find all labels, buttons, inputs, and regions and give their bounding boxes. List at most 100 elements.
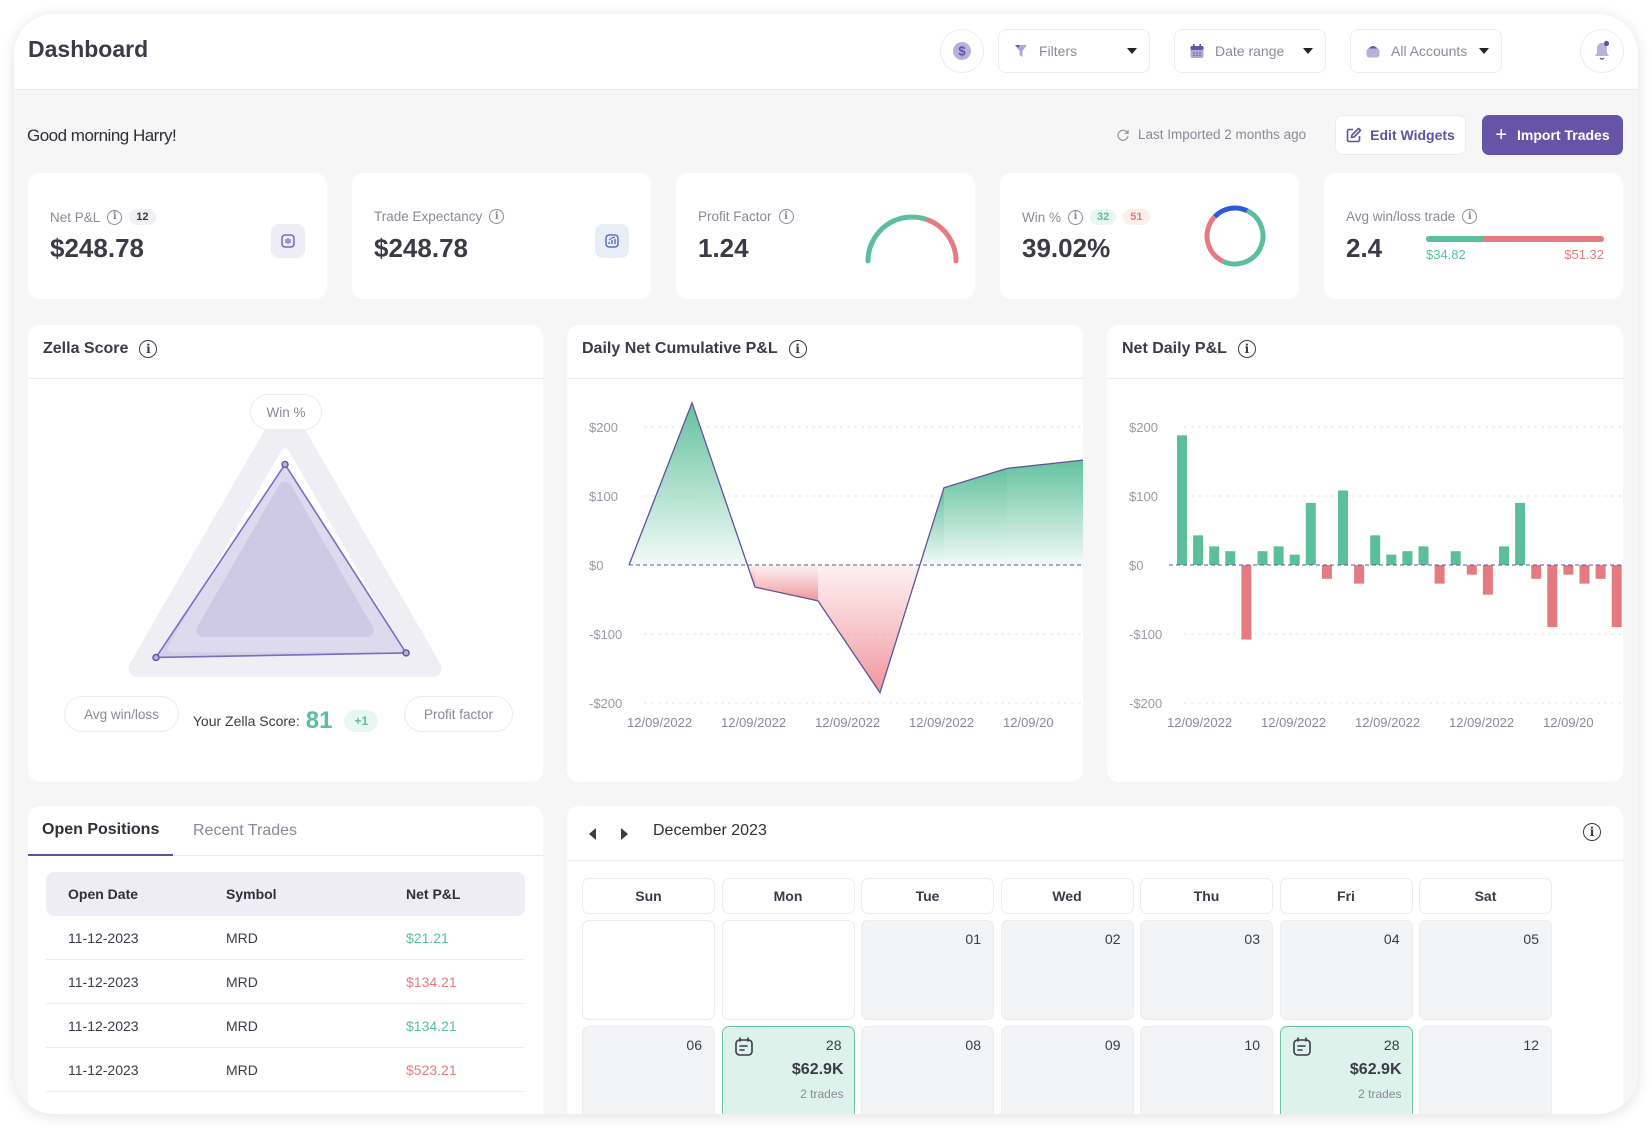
zella-score-delta: +1 xyxy=(344,710,379,732)
notifications-button[interactable] xyxy=(1580,29,1624,73)
import-trades-button[interactable]: + Import Trades xyxy=(1482,115,1623,155)
calendar-day[interactable]: 10 xyxy=(1140,1026,1273,1114)
journal-note-icon[interactable] xyxy=(733,1036,755,1058)
day-trade-count: 2 trades xyxy=(1358,1087,1402,1101)
y-tick-label: -$200 xyxy=(1129,696,1162,711)
table-header: Open Date Symbol Net P&L xyxy=(46,872,525,916)
bar xyxy=(1579,565,1590,584)
wins-badge: 32 xyxy=(1090,209,1117,225)
x-tick-label: 12/09/2022 xyxy=(1355,715,1420,730)
trade-expectancy-icon-button[interactable] xyxy=(595,224,629,258)
table-row[interactable]: 11-12-2023 MRD $21.21 xyxy=(46,916,525,960)
date-range-dropdown[interactable]: Date range xyxy=(1174,29,1326,73)
info-icon[interactable]: i xyxy=(139,340,158,358)
net-pnl-icon-button[interactable] xyxy=(271,224,305,258)
page-title: Dashboard xyxy=(28,36,149,62)
import-trades-label: Import Trades xyxy=(1517,127,1610,143)
day-number: 02 xyxy=(1104,931,1121,947)
calendar-day[interactable]: 08 xyxy=(861,1026,994,1114)
calendar-day[interactable]: 03 xyxy=(1140,920,1273,1020)
open-date-cell: 11-12-2023 xyxy=(68,929,139,946)
avg-loss-amount: $51.32 xyxy=(1564,247,1604,262)
weekday-header: Thu xyxy=(1140,878,1273,914)
open-date-cell: 11-12-2023 xyxy=(68,1061,139,1078)
info-icon[interactable]: i xyxy=(489,209,505,224)
open-date-cell: 11-12-2023 xyxy=(68,1017,139,1034)
bar xyxy=(1193,535,1204,565)
info-icon[interactable]: i xyxy=(1068,209,1084,225)
area-positive xyxy=(944,468,1007,565)
calendar-day[interactable]: 06 xyxy=(582,1026,715,1114)
calendar-day[interactable]: 28 $62.9K 2 trades xyxy=(721,1026,855,1114)
radar-axis-label: Win % xyxy=(250,394,322,430)
bar xyxy=(1434,565,1445,584)
edit-widgets-label: Edit Widgets xyxy=(1370,127,1455,143)
x-tick-label: 12/09/2022 xyxy=(1261,715,1326,730)
column-header[interactable]: Open Date xyxy=(68,886,139,902)
day-number: 09 xyxy=(1104,1037,1121,1053)
bar xyxy=(1563,565,1574,575)
y-tick-label: $100 xyxy=(1129,489,1158,504)
previous-month-icon[interactable] xyxy=(589,828,596,840)
last-imported-status: Last Imported 2 months ago xyxy=(1116,127,1306,142)
calendar-day[interactable]: 02 xyxy=(1000,920,1134,1020)
info-icon[interactable]: i xyxy=(1583,823,1601,841)
info-icon[interactable]: i xyxy=(1462,209,1478,224)
x-tick-label: 12/09/20 xyxy=(1543,715,1594,730)
bar xyxy=(1289,554,1300,565)
day-pnl-amount: $62.9K xyxy=(1349,1061,1402,1078)
journal-note-icon[interactable] xyxy=(1291,1036,1313,1058)
filters-label: Filters xyxy=(1039,43,1078,59)
zella-score-label: Your Zella Score: xyxy=(192,713,300,729)
info-icon[interactable]: i xyxy=(107,209,123,225)
table-row[interactable]: 11-12-2023 MRD $134.21 xyxy=(46,960,525,1004)
accounts-dropdown[interactable]: All Accounts xyxy=(1350,29,1502,73)
bar xyxy=(1515,502,1526,565)
tab-recent-trades[interactable]: Recent Trades xyxy=(193,822,298,839)
bar xyxy=(1595,565,1606,579)
day-number: 06 xyxy=(686,1037,702,1053)
calendar-day[interactable]: 12 xyxy=(1419,1026,1552,1114)
info-icon[interactable]: i xyxy=(778,209,794,224)
day-pnl-amount: $62.9K xyxy=(791,1061,844,1078)
calendar-day[interactable]: 01 xyxy=(861,920,994,1020)
refresh-icon xyxy=(1117,129,1129,141)
positions-card: Open Positions Recent Trades Open Date S… xyxy=(28,806,543,1114)
bar xyxy=(1370,535,1381,565)
table-row[interactable]: 11-12-2023 MRD $134.21 xyxy=(46,1004,525,1048)
day-number: 10 xyxy=(1244,1037,1260,1053)
edit-widgets-button[interactable]: Edit Widgets xyxy=(1335,115,1466,155)
info-icon[interactable]: i xyxy=(788,340,807,358)
cumulative-pnl-card: Daily Net Cumulative P&L i $200 $100 $0 -$1… xyxy=(567,325,1083,782)
calendar-day[interactable]: 28 $62.9K 2 trades xyxy=(1279,1026,1413,1114)
calendar-day[interactable]: 04 xyxy=(1279,920,1413,1020)
cumulative-pnl-title: Daily Net Cumulative P&L xyxy=(582,340,778,357)
net-pnl-cell: $134.21 xyxy=(406,973,457,990)
calendar-day[interactable]: 05 xyxy=(1419,920,1552,1020)
calendar-day[interactable] xyxy=(582,920,715,1020)
column-header[interactable]: Net P&L xyxy=(406,886,461,902)
bar xyxy=(1418,546,1429,565)
bar xyxy=(1499,546,1509,565)
radar-core-ring xyxy=(196,481,374,638)
currency-button[interactable]: $ xyxy=(940,29,984,73)
filters-dropdown[interactable]: Filters xyxy=(998,29,1150,73)
tab-open-positions[interactable]: Open Positions xyxy=(28,806,174,856)
table-row[interactable]: 11-12-2023 MRD $523.21 xyxy=(46,1048,525,1092)
next-month-icon[interactable] xyxy=(621,828,628,840)
greeting-text: Good morning Harry! xyxy=(27,126,177,145)
table-body: 11-12-2023 MRD $21.21 11-12-2023 MRD $134.21 1… xyxy=(46,916,525,1092)
day-number: 08 xyxy=(965,1037,981,1053)
x-tick-label: 12/09/2022 xyxy=(909,715,974,730)
calendar-day[interactable] xyxy=(721,920,855,1020)
info-icon[interactable]: i xyxy=(1237,340,1256,358)
x-tick-label: 12/09/2022 xyxy=(627,715,692,730)
win-rate-card: Win % i 32 51 39.02% xyxy=(1000,173,1299,299)
day-number: 01 xyxy=(965,931,981,947)
column-header[interactable]: Symbol xyxy=(226,886,277,902)
positions-tabs: Open Positions Recent Trades xyxy=(28,806,543,856)
calendar-day[interactable]: 09 xyxy=(1000,1026,1134,1114)
weekday-header: Sat xyxy=(1419,878,1552,914)
day-number: 05 xyxy=(1523,931,1539,947)
profit-factor-gauge xyxy=(865,214,959,264)
